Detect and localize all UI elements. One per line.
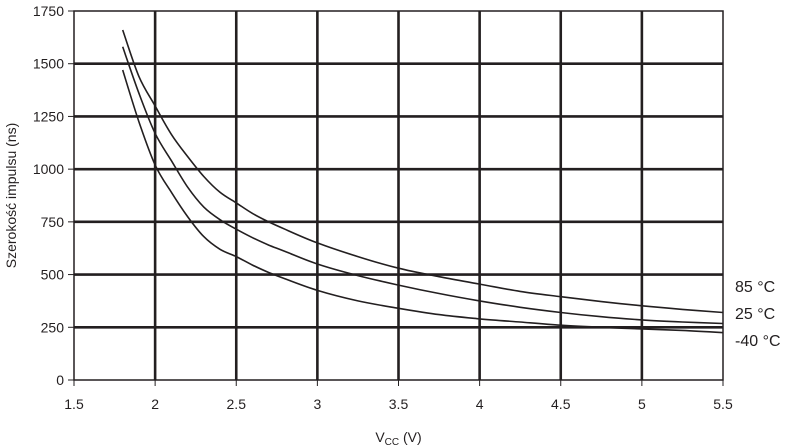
x-tick-label: 2.5 (227, 396, 247, 412)
x-tick-label: 1.5 (64, 396, 84, 412)
series-line (121, 69, 724, 334)
series-label: 25 °C (735, 306, 775, 323)
series-line (121, 46, 724, 325)
x-axis-title-main: V (375, 429, 385, 445)
x-axis-title-unit: (V) (399, 429, 422, 445)
x-axis-ticks: 1.5 2 2.5 3 3.5 4 4.5 5 5.5 (64, 380, 733, 412)
x-axis-title: VCC (V) (375, 429, 421, 448)
x-tick-label: 5.5 (713, 396, 733, 412)
x-tick-label: 3 (313, 396, 321, 412)
x-tick-label: 5 (638, 396, 646, 412)
y-tick-label: 1250 (33, 108, 64, 124)
x-axis-title-subscript: CC (385, 437, 399, 448)
y-tick-label: 1000 (33, 161, 64, 177)
y-tick-label: 0 (56, 372, 64, 388)
series-lines (121, 29, 724, 334)
y-tick-label: 500 (41, 267, 65, 283)
x-tick-label: 4 (476, 396, 484, 412)
series-label: 85 °C (735, 279, 775, 296)
x-tick-label: 2 (151, 396, 159, 412)
series-label: -40 °C (735, 333, 781, 350)
y-tick-label: 1750 (33, 3, 64, 19)
y-axis-title: Szerokość impulsu (ns) (3, 123, 19, 269)
y-axis-ticks: 0 250 500 750 1000 1250 1500 1750 (33, 3, 74, 388)
series-labels: 85 °C 25 °C -40 °C (735, 279, 781, 350)
y-tick-label: 250 (41, 319, 65, 335)
grid (74, 11, 723, 380)
y-tick-label: 750 (41, 214, 65, 230)
series-line (121, 29, 724, 314)
y-tick-label: 1500 (33, 56, 64, 72)
x-tick-label: 4.5 (551, 396, 571, 412)
x-tick-label: 3.5 (389, 396, 409, 412)
